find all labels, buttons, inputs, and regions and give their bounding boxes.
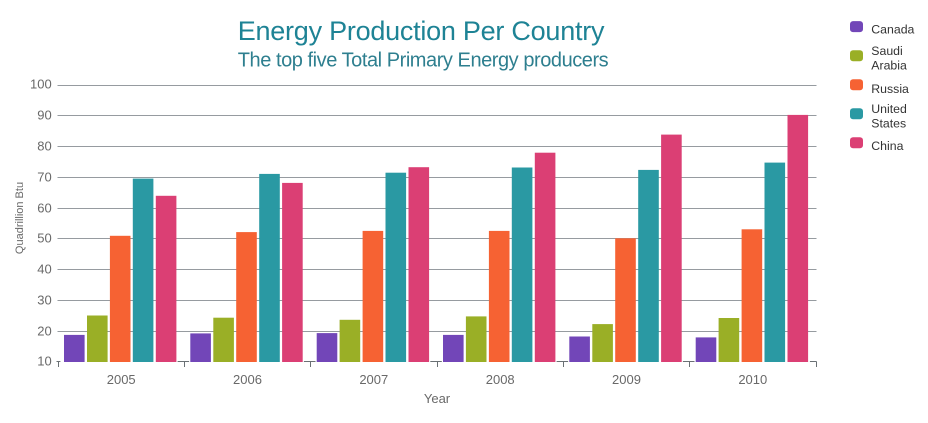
svg-text:100: 100 <box>30 77 52 92</box>
svg-text:2008: 2008 <box>486 372 515 387</box>
svg-text:2005: 2005 <box>107 372 136 387</box>
svg-text:30: 30 <box>37 293 51 308</box>
svg-text:Canada: Canada <box>871 23 914 37</box>
svg-text:Arabia: Arabia <box>871 59 907 73</box>
svg-text:70: 70 <box>37 170 51 185</box>
svg-text:Saudi: Saudi <box>871 44 902 58</box>
svg-text:80: 80 <box>37 139 51 154</box>
svg-text:Russia: Russia <box>871 82 909 96</box>
svg-text:50: 50 <box>37 231 51 246</box>
svg-text:90: 90 <box>37 108 51 123</box>
svg-text:States: States <box>871 116 906 130</box>
svg-text:Quadrillion Btu: Quadrillion Btu <box>14 182 26 254</box>
svg-text:10: 10 <box>37 354 51 369</box>
svg-text:The top five Total Primary Ene: The top five Total Primary Energy produc… <box>238 50 609 72</box>
svg-text:2010: 2010 <box>738 372 767 387</box>
svg-text:2007: 2007 <box>359 372 388 387</box>
svg-text:China: China <box>871 139 903 153</box>
svg-text:United: United <box>871 102 907 116</box>
svg-text:2009: 2009 <box>612 372 641 387</box>
svg-text:Energy Production Per Country: Energy Production Per Country <box>238 16 605 46</box>
svg-text:Year: Year <box>424 391 451 406</box>
svg-text:2006: 2006 <box>233 372 262 387</box>
svg-text:20: 20 <box>37 324 51 339</box>
svg-text:60: 60 <box>37 201 51 216</box>
svg-text:40: 40 <box>37 262 51 277</box>
